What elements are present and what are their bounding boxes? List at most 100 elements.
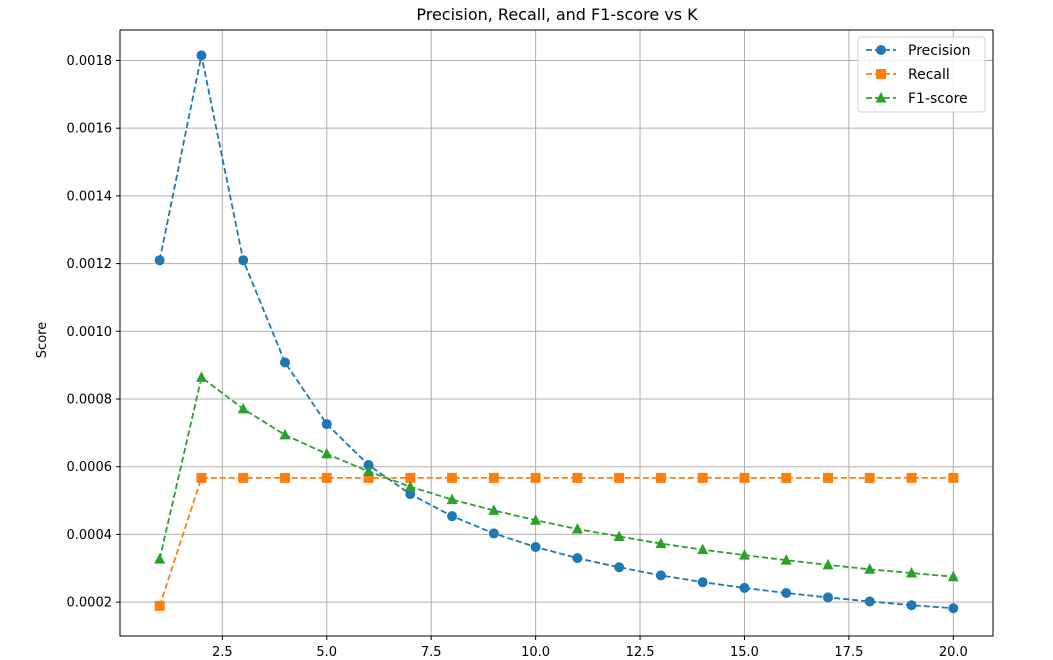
y-tick-label: 0.0012	[67, 257, 113, 272]
precision-point	[614, 562, 625, 573]
f1-score-point	[195, 371, 207, 382]
recall-point	[655, 472, 666, 483]
f1-score-point	[738, 549, 750, 560]
recall-point	[279, 472, 290, 483]
y-tick-label: 0.0016	[67, 122, 113, 137]
f1-score-point	[822, 558, 834, 570]
legend-box	[857, 36, 986, 113]
precision-point	[447, 511, 458, 522]
y-tick-label: 0.0006	[67, 460, 113, 475]
x-tick-label: 2.5	[212, 645, 233, 660]
x-tick-label: 10.0	[521, 645, 550, 660]
recall-series	[154, 472, 959, 611]
f1-score-point	[488, 504, 500, 515]
chart-title: Precision, Recall, and F1-score vs K	[416, 5, 698, 24]
recall-point	[739, 472, 750, 483]
f1-score-point	[906, 567, 918, 578]
precision-point	[948, 603, 959, 614]
x-tick-label: 15.0	[730, 645, 759, 660]
precision-point	[321, 419, 332, 430]
x-tick-label: 7.5	[421, 645, 442, 660]
f1-score-point	[530, 514, 542, 525]
y-tick-label: 0.0010	[67, 325, 113, 340]
precision-point	[530, 541, 541, 552]
y-tick-label: 0.0018	[67, 54, 113, 69]
recall-point	[363, 472, 374, 483]
f1-score-series	[154, 371, 959, 582]
f1-score-point	[363, 465, 375, 476]
precision-point	[196, 50, 207, 61]
f1-score-point	[404, 480, 416, 492]
f1-score-point	[279, 428, 291, 440]
grid	[120, 30, 993, 636]
series-layer	[154, 50, 959, 614]
plot-frame	[119, 29, 994, 637]
f1-score-point	[697, 543, 709, 555]
precision-point	[405, 489, 416, 500]
recall-point	[572, 472, 583, 483]
x-tick-label: 17.5	[834, 645, 863, 660]
f1-score-point	[571, 523, 583, 534]
recall-point	[447, 472, 458, 483]
precision-point	[864, 596, 875, 607]
recall-line	[158, 476, 954, 607]
legend-label: F1-score	[908, 91, 968, 107]
recall-point	[238, 472, 249, 483]
f1-score-point	[321, 447, 333, 459]
precision-point	[781, 588, 792, 599]
f1-score-point	[613, 530, 625, 541]
legend-marker	[875, 92, 887, 103]
recall-point	[405, 472, 416, 483]
precision-point	[363, 460, 374, 471]
x-tick-label: 12.5	[626, 645, 655, 660]
x-tick-label: 20.0	[939, 645, 968, 660]
f1-score-point	[446, 493, 458, 505]
f1-score-point	[655, 537, 667, 549]
precision-point	[697, 577, 708, 588]
precision-point	[279, 357, 290, 368]
recall-point	[530, 472, 541, 483]
y-tick-label: 0.0004	[67, 528, 113, 543]
precision-point	[906, 600, 917, 611]
recall-point	[906, 472, 917, 483]
precision-line	[158, 55, 954, 610]
precision-point	[823, 592, 834, 603]
legend-marker	[876, 69, 886, 79]
recall-point	[321, 472, 332, 483]
precision-point	[655, 570, 666, 581]
legend-item-f1-score: F1-score	[866, 91, 968, 107]
f1-score-point	[864, 563, 876, 574]
legend-label: Precision	[908, 43, 970, 59]
f1-score-line	[158, 375, 954, 578]
recall-point	[488, 472, 499, 483]
recall-point	[614, 472, 625, 483]
y-tick-label: 0.0002	[67, 596, 113, 611]
y-axis-label: Score	[35, 322, 50, 358]
precision-point	[488, 528, 499, 539]
f1-score-point	[154, 553, 166, 564]
recall-point	[823, 472, 834, 483]
x-tick-label: 5.0	[316, 645, 337, 660]
y-tick-label: 0.0008	[67, 393, 113, 408]
precision-point	[154, 255, 165, 266]
precision-point	[572, 553, 583, 564]
recall-point	[196, 472, 207, 483]
precision-point	[739, 582, 750, 593]
precision-series	[154, 50, 959, 614]
recall-point	[154, 600, 165, 611]
y-tick-label: 0.0014	[67, 189, 113, 204]
f1-score-point	[237, 402, 249, 414]
precision-point	[238, 255, 249, 266]
legend-item-precision: Precision	[866, 43, 970, 59]
f1-score-point	[947, 570, 959, 582]
axis-ticks: 2.5 5.0 7.5 10.0 12.5 15.0 17.5 20.0 0.0002 0.000…	[67, 54, 968, 660]
recall-point	[697, 472, 708, 483]
f1-score-point	[780, 554, 792, 565]
legend-marker	[876, 45, 886, 55]
recall-point	[864, 472, 875, 483]
legend: Precision Recall F1-score	[857, 36, 986, 113]
recall-point	[781, 472, 792, 483]
legend-item-recall: Recall	[866, 67, 950, 83]
legend-label: Recall	[908, 67, 950, 83]
